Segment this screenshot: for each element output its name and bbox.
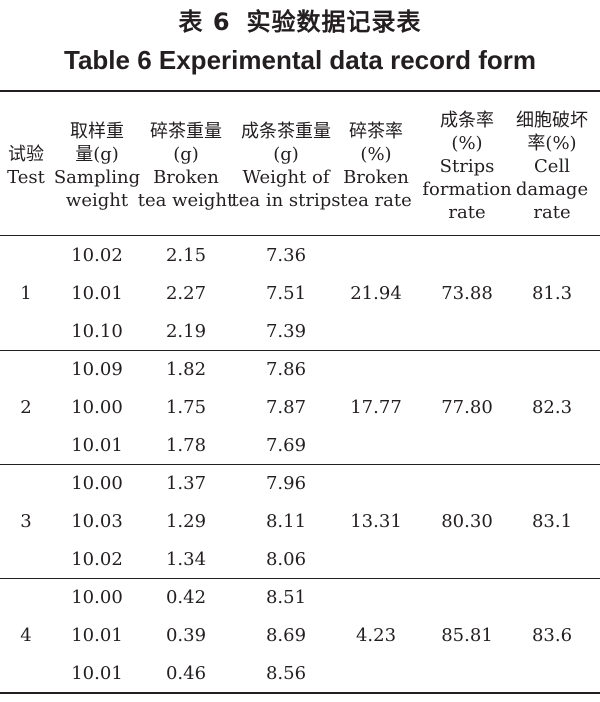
cell-strips-rate: 85.81 [441, 625, 493, 646]
column-header-line: Cell [534, 155, 570, 177]
column-header-line: (g) [273, 144, 299, 165]
cell-sampling-weight: 10.01 [71, 663, 123, 684]
cell-cell-damage-rate: 83.6 [531, 625, 573, 646]
cell-sampling-weight: 10.03 [71, 511, 123, 532]
table-title-cn: 表 6 实验数据记录表 [0, 6, 600, 38]
cell-strips-weight: 7.36 [265, 245, 307, 266]
cell-sampling-weight: 10.00 [71, 397, 123, 418]
table-number-cn: 表 6 [178, 8, 231, 36]
cell-sampling-weight: 10.02 [71, 549, 123, 570]
group-divider-rule [0, 350, 600, 351]
cell-broken-weight: 1.75 [165, 397, 207, 418]
column-header-line: weight [65, 190, 129, 211]
cell-test: 3 [20, 511, 32, 532]
column-header-line: 试验 [8, 144, 44, 165]
column-header-line: formation [422, 178, 512, 200]
cell-sampling-weight: 10.02 [71, 245, 123, 266]
cell-broken-weight: 1.37 [165, 473, 207, 494]
column-header-line: 碎茶重量 [150, 121, 222, 142]
column-header-cell-rate: 细胞破坏 率(%) Cell damage rate [511, 96, 593, 236]
column-header-line: rate [448, 201, 486, 223]
column-header-line: Weight of [242, 167, 330, 188]
column-header-line: (%) [451, 132, 483, 154]
cell-cell-damage-rate: 81.3 [531, 283, 573, 304]
cell-broken-weight: 1.82 [165, 359, 207, 380]
cell-test: 1 [20, 283, 32, 304]
cell-strips-weight: 8.11 [265, 511, 307, 532]
table-title-en: Table 6 Experimental data record form [64, 45, 536, 75]
cell-broken-rate: 13.31 [350, 511, 402, 532]
cell-strips-rate: 80.30 [441, 511, 493, 532]
cell-strips-rate: 77.80 [441, 397, 493, 418]
cell-strips-rate: 73.88 [441, 283, 493, 304]
column-header-strips-weight: 成条茶重量 (g) Weight of tea in strips [231, 96, 341, 236]
column-header-line: 率(%) [527, 132, 577, 154]
column-header-line: rate [533, 201, 571, 223]
cell-cell-damage-rate: 83.1 [531, 511, 573, 532]
cell-strips-weight: 7.96 [265, 473, 307, 494]
column-header-line: Broken [343, 167, 409, 188]
cell-broken-weight: 1.29 [165, 511, 207, 532]
column-header-line: 成条茶重量 [241, 121, 331, 142]
cell-strips-weight: 8.51 [265, 587, 307, 608]
column-header-broken: 碎茶重量 (g) Broken tea weight [137, 96, 235, 236]
cell-strips-weight: 8.69 [265, 625, 307, 646]
column-header-sampling: 取样重 量(g) Sampling weight [52, 96, 142, 236]
column-header-line: (g) [173, 144, 199, 165]
column-header-line: Broken [153, 167, 219, 188]
group-divider-rule [0, 464, 600, 465]
cell-broken-weight: 1.34 [165, 549, 207, 570]
column-header-line: 成条率 [440, 109, 494, 131]
cell-test: 2 [20, 397, 32, 418]
table-caption-cn: 实验数据记录表 [246, 8, 422, 36]
cell-broken-weight: 2.15 [165, 245, 207, 266]
column-header-test: 试验 Test [1, 96, 51, 236]
column-header-broken-rate: 碎茶率 (%) Broken tea rate [340, 96, 412, 236]
cell-test: 4 [20, 625, 32, 646]
cell-sampling-weight: 10.01 [71, 435, 123, 456]
column-header-line: Sampling [53, 167, 141, 188]
cell-broken-rate: 4.23 [355, 625, 397, 646]
cell-strips-weight: 8.06 [265, 549, 307, 570]
cell-sampling-weight: 10.01 [71, 625, 123, 646]
cell-broken-weight: 0.42 [165, 587, 207, 608]
cell-sampling-weight: 10.00 [71, 473, 123, 494]
header-bottom-rule [0, 235, 600, 236]
cell-broken-weight: 1.78 [165, 435, 207, 456]
cell-broken-rate: 21.94 [350, 283, 402, 304]
column-header-line: Test [7, 167, 45, 188]
cell-broken-weight: 0.39 [165, 625, 207, 646]
cell-broken-weight: 0.46 [165, 663, 207, 684]
column-header-line: 取样重 [70, 121, 124, 142]
table-top-rule [0, 90, 600, 92]
cell-sampling-weight: 10.00 [71, 587, 123, 608]
column-header-line: tea rate [340, 190, 412, 211]
cell-strips-weight: 7.87 [265, 397, 307, 418]
table-bottom-rule [0, 692, 600, 694]
column-header-line: 量(g) [75, 144, 119, 165]
cell-cell-damage-rate: 82.3 [531, 397, 573, 418]
column-header-line: Strips [439, 155, 495, 177]
cell-sampling-weight: 10.10 [71, 321, 123, 342]
column-header-line: damage [515, 178, 589, 200]
column-header-strips-rate: 成条率 (%) Strips formation rate [422, 96, 512, 236]
cell-sampling-weight: 10.01 [71, 283, 123, 304]
cell-strips-weight: 8.56 [265, 663, 307, 684]
cell-strips-weight: 7.39 [265, 321, 307, 342]
cell-strips-weight: 7.69 [265, 435, 307, 456]
group-divider-rule [0, 578, 600, 579]
cell-strips-weight: 7.86 [265, 359, 307, 380]
column-header-line: tea weight [137, 190, 235, 211]
column-header-line: tea in strips [231, 190, 341, 211]
column-header-line: (%) [360, 144, 392, 165]
column-header-line: 细胞破坏 [516, 109, 588, 131]
cell-sampling-weight: 10.09 [71, 359, 123, 380]
cell-strips-weight: 7.51 [265, 283, 307, 304]
cell-broken-rate: 17.77 [350, 397, 402, 418]
column-header-line: 碎茶率 [349, 121, 403, 142]
cell-broken-weight: 2.27 [165, 283, 207, 304]
cell-broken-weight: 2.19 [165, 321, 207, 342]
